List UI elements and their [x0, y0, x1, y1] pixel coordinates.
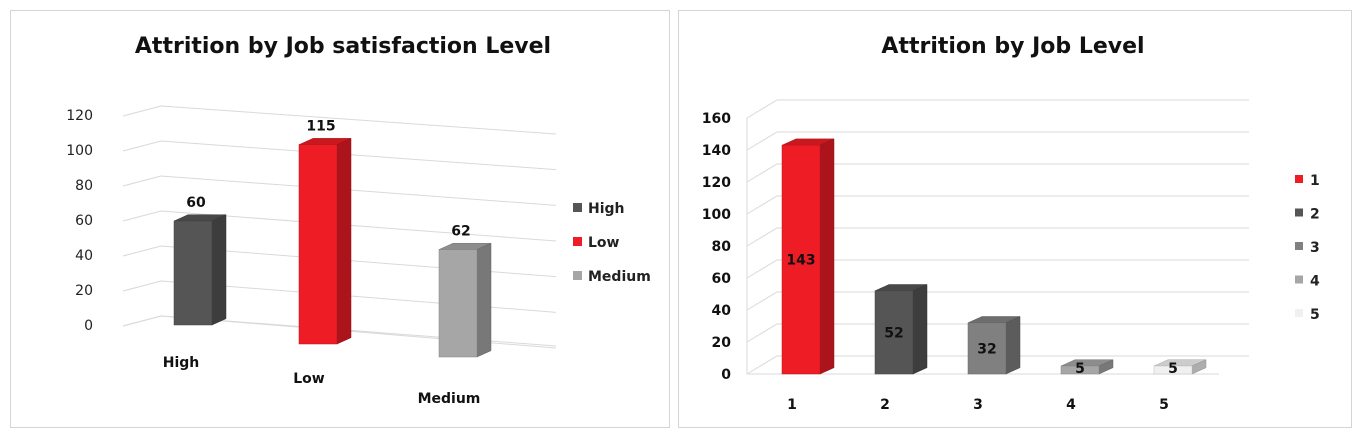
legend-label: 5 [1310, 307, 1320, 323]
gridline [746, 355, 1249, 375]
floor-line [122, 315, 557, 347]
x-tick-label: Medium [418, 391, 481, 407]
y-tick-label: 20 [712, 335, 732, 351]
bar-job-level-4 [1060, 359, 1114, 375]
gridline [746, 291, 1249, 311]
chart-panel-job-level: Attrition by Job Level 0 20 40 60 80 100 120 14… [678, 10, 1352, 428]
y-tick-label: 60 [712, 271, 732, 287]
legend-label: High [588, 201, 625, 217]
gridline [746, 227, 1249, 247]
data-label: 52 [884, 325, 903, 341]
data-label: 143 [786, 253, 815, 269]
data-label: 5 [1168, 361, 1178, 377]
data-label: 115 [306, 119, 335, 135]
gridline [122, 210, 557, 242]
gridline [122, 280, 557, 313]
y-tick-label: 80 [712, 239, 732, 255]
x-tick-label: 1 [787, 397, 797, 413]
data-label: 32 [977, 341, 996, 357]
legend-label: Medium [588, 269, 651, 285]
bar-job-level-5 [1153, 359, 1207, 375]
y-tick-label: 160 [702, 111, 731, 127]
bar-high [173, 214, 227, 326]
data-label: 60 [186, 195, 206, 211]
x-tick-label: 4 [1066, 397, 1076, 413]
x-tick-label: 3 [973, 397, 983, 413]
y-tick-label: 40 [712, 303, 732, 319]
y-tick-label: 100 [66, 143, 93, 159]
gridline [746, 99, 1249, 119]
legend-label: 1 [1310, 173, 1320, 189]
bar-job-level-1 [781, 138, 835, 375]
y-tick-label: 120 [702, 175, 731, 191]
gridline [746, 163, 1249, 183]
legend-swatch [1295, 275, 1303, 284]
legend-swatch [573, 271, 582, 280]
gridline [122, 140, 557, 171]
y-tick-label: 60 [75, 213, 93, 229]
gridline [122, 175, 557, 206]
legend-swatch [1295, 175, 1303, 183]
y-tick-label: 40 [75, 248, 93, 264]
chart-title: Attrition by Job satisfaction Level [135, 34, 551, 59]
legend-swatch [573, 237, 582, 246]
bar-medium [438, 242, 492, 358]
legend-swatch [573, 203, 582, 212]
y-tick-label: 0 [721, 367, 731, 383]
data-label: 62 [451, 224, 470, 240]
legend-label: 4 [1310, 274, 1320, 290]
x-tick-label: High [163, 355, 200, 371]
chart-job-satisfaction-svg: Attrition by Job satisfaction Level 0 20 4… [66, 34, 651, 407]
gridline [122, 245, 557, 278]
chart-panel-job-satisfaction: Attrition by Job satisfaction Level 0 20 4… [10, 10, 670, 428]
x-tick-label: 2 [880, 397, 890, 413]
y-tick-label: 100 [702, 207, 731, 223]
chart-title: Attrition by Job Level [881, 34, 1144, 59]
x-tick-label: Low [293, 371, 325, 387]
bar-job-level-2 [874, 284, 928, 375]
legend-label: 3 [1310, 240, 1320, 256]
y-tick-label: 0 [84, 318, 93, 334]
gridline [746, 131, 1249, 151]
legend-label: Low [588, 235, 620, 251]
y-tick-label: 20 [75, 283, 93, 299]
chart-job-level-svg: Attrition by Job Level 02040608010012014… [702, 34, 1320, 413]
data-label: 5 [1075, 361, 1085, 377]
gridline [746, 259, 1249, 279]
gridline [746, 195, 1249, 215]
legend-swatch [1295, 208, 1303, 217]
legend-label: 2 [1310, 207, 1320, 223]
y-tick-label: 120 [66, 108, 93, 124]
gridline [746, 323, 1249, 343]
bar-job-level-3 [967, 316, 1021, 375]
bar-low [298, 137, 352, 345]
gridline [122, 105, 557, 135]
x-tick-label: 5 [1159, 397, 1169, 413]
legend-swatch [1295, 309, 1303, 317]
y-tick-label: 80 [75, 178, 93, 194]
y-tick-label: 140 [702, 143, 731, 159]
legend-swatch [1295, 242, 1303, 250]
